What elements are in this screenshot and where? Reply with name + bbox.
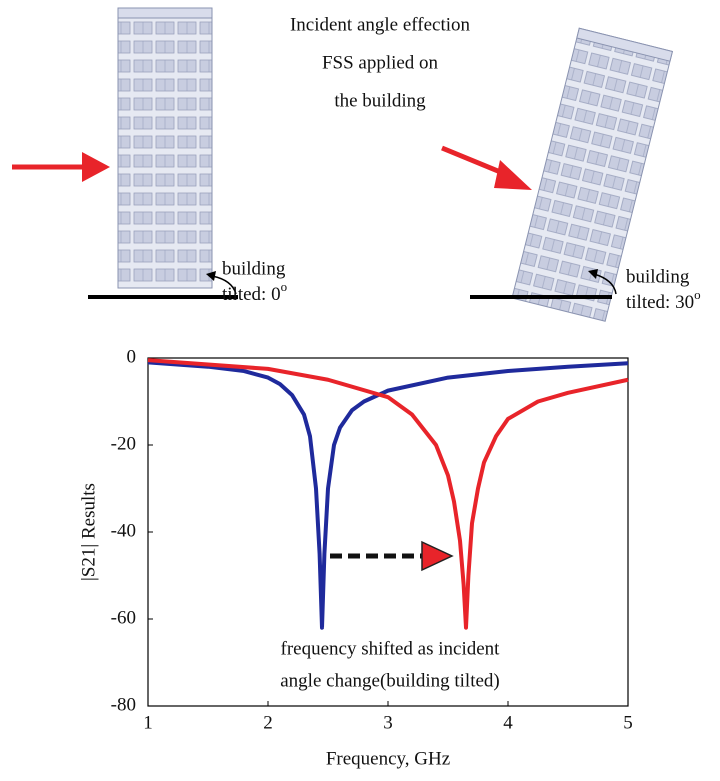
arrow-incident-oblique [442, 148, 532, 190]
x-tick-label: 2 [263, 712, 273, 733]
x-axis-label: Frequency, GHz [326, 748, 450, 769]
x-tick-label: 1 [143, 712, 153, 733]
series-line [148, 362, 628, 627]
label-sup: o [281, 279, 288, 294]
label-sup: o [694, 287, 701, 302]
y-tick-label: -20 [111, 433, 136, 454]
caption: the building [334, 90, 426, 111]
arrow-incident [12, 152, 110, 182]
x-tick-label: 4 [503, 712, 513, 733]
y-tick-label: -60 [111, 607, 136, 628]
label: building [626, 266, 690, 287]
caption: Incident angle effection [290, 14, 471, 35]
y-tick-label: 0 [127, 346, 137, 367]
label: tilted: 0o [222, 279, 287, 305]
annotation: frequency shifted as incident [281, 638, 501, 659]
label: tilted: 30 [626, 292, 694, 313]
x-tick-label: 3 [383, 712, 393, 733]
page: Incident angle effection FSS applied on … [0, 0, 720, 781]
x-tick-label: 5 [623, 712, 633, 733]
annotation: angle change(building tilted) [280, 670, 499, 691]
figure: Incident angle effection FSS applied on … [0, 0, 720, 776]
label: building [222, 258, 286, 279]
building-upright [88, 8, 238, 297]
label: tilted: 0 [222, 284, 281, 305]
y-tick-label: -80 [111, 694, 136, 715]
shift-arrow [330, 542, 452, 570]
caption: FSS applied on [322, 52, 439, 73]
y-tick-label: -40 [111, 520, 136, 541]
series-line [148, 360, 628, 628]
y-axis-label: |S21| Results [78, 483, 99, 581]
label: tilted: 30o [626, 287, 701, 313]
